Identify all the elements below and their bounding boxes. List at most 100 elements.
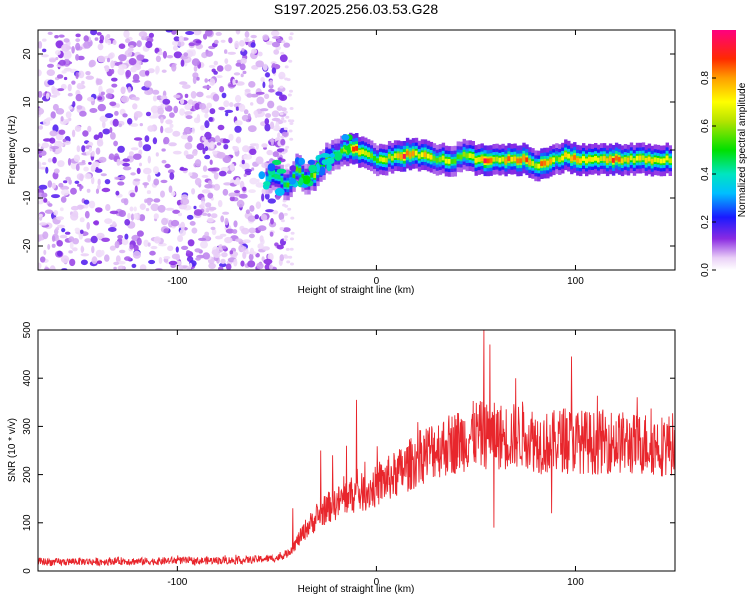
- spectrogram-noise-cell: [100, 173, 107, 177]
- spectrogram-noise-cell: [112, 39, 117, 46]
- spectrogram-noise-cell: [222, 188, 229, 196]
- spectrogram-noise-cell: [269, 264, 273, 270]
- spectrogram-ridge-cell: [665, 155, 669, 161]
- spectrogram-noise-cell: [101, 187, 111, 193]
- spectrogram-noise-cell: [38, 161, 42, 169]
- spectrogram-noise-cell: [153, 198, 161, 203]
- spectrogram-noise-cell: [47, 31, 53, 35]
- spectrogram-ridge-cell: [540, 161, 544, 166]
- spectrogram-noise-cell: [179, 81, 188, 85]
- spectrogram-noise-cell: [265, 113, 272, 118]
- spectrogram-noise-cell: [83, 166, 89, 172]
- snr-frame: [37, 329, 676, 572]
- spectrogram-noise-cell: [243, 154, 253, 160]
- spectrogram-noise-cell: [81, 80, 85, 85]
- spectrogram-noise-cell: [183, 150, 189, 157]
- spectrogram-noise-cell: [191, 127, 196, 134]
- spectrogram-x-tick-label: 0: [374, 276, 380, 287]
- spectrogram-noise-cell: [56, 216, 64, 221]
- spectrogram-noise-cell: [93, 220, 99, 225]
- spectrogram-noise-cell: [169, 172, 175, 180]
- spectrogram-noise-cell: [56, 74, 64, 79]
- spectrogram-noise-cell: [284, 235, 289, 239]
- spectrogram-noise-cell: [251, 48, 258, 54]
- spectrogram-ridge-cell: [564, 152, 568, 158]
- spectrogram-noise-cell: [105, 93, 113, 99]
- spectrogram-noise-cell: [125, 69, 132, 78]
- spectrogram-noise-cell: [283, 212, 288, 216]
- spectrogram-noise-cell: [147, 242, 151, 247]
- spectrogram-noise-cell: [177, 235, 184, 242]
- spectrogram-noise-cell: [93, 134, 100, 140]
- spectrogram-noise-cell: [138, 140, 143, 148]
- spectrogram-noise-cell: [85, 71, 91, 76]
- spectrogram-noise-cell: [158, 257, 163, 264]
- spectrogram-noise-cell: [281, 131, 288, 137]
- spectrogram-noise-cell: [90, 235, 98, 244]
- colorbar-tick-label: 0.8: [700, 71, 711, 85]
- spectrogram-noise-cell: [41, 54, 49, 58]
- spectrogram-noise-cell: [272, 151, 279, 158]
- spectrogram-noise-cell: [283, 127, 288, 131]
- spectrogram-noise-cell: [71, 80, 76, 85]
- spectrogram-noise-cell: [45, 92, 50, 100]
- spectrogram-noise-cell: [136, 40, 142, 48]
- spectrogram-noise-cell: [184, 142, 193, 150]
- spectrogram-noise-cell: [56, 240, 63, 247]
- spectrogram-noise-cell: [221, 252, 228, 258]
- spectrogram-noise-cell: [193, 65, 198, 72]
- spectrogram-x-tick-label: 100: [567, 276, 584, 287]
- spectrogram-noise-cell: [97, 55, 106, 63]
- spectrogram-noise-cell: [72, 210, 79, 218]
- snr-y-tick-label: 100: [22, 514, 33, 531]
- spectrogram-ridge-cell: [429, 154, 434, 160]
- spectrogram-noise-cell: [216, 142, 222, 146]
- spectrogram-noise-cell: [104, 218, 113, 225]
- spectrogram-noise-cell: [204, 146, 209, 152]
- spectrogram-noise-cell: [172, 209, 181, 214]
- spectrogram-noise-cell: [290, 216, 295, 220]
- spectrogram-noise-cell: [213, 70, 218, 75]
- spectrogram-noise-cell: [92, 161, 100, 168]
- spectrogram-noise-cell: [251, 167, 255, 171]
- colorbar-tick-label: 0.4: [700, 167, 711, 181]
- spectrogram-noise-cell: [88, 146, 93, 152]
- spectrogram-ridge-cell: [662, 158, 667, 164]
- spectrogram-noise-cell: [279, 85, 284, 89]
- spectrogram-noise-cell: [41, 192, 48, 198]
- spectrogram-noise-cell: [67, 92, 73, 97]
- spectrogram-noise-cell: [105, 113, 114, 119]
- spectrogram-noise-cell: [223, 182, 232, 186]
- spectrogram-noise-cell: [224, 236, 233, 244]
- colorbar-tick-label: 0.6: [700, 119, 711, 133]
- spectrogram-noise-cell: [183, 126, 193, 135]
- spectrogram-xlabel: Height of straight line (km): [298, 285, 415, 296]
- spectrogram-noise-cell: [111, 77, 118, 82]
- spectrogram-noise-cell: [139, 203, 146, 210]
- spectrogram-y-tick-label: 20: [22, 48, 33, 60]
- spectrogram-noise-cell: [146, 190, 151, 195]
- spectrogram-noise-cell: [61, 70, 67, 74]
- spectrogram-noise-cell: [44, 209, 54, 214]
- spectrogram-noise-cell: [285, 115, 290, 119]
- spectrogram-noise-cell: [222, 211, 230, 215]
- spectrogram-ridge-cell: [650, 158, 655, 164]
- spectrogram-noise-cell: [161, 69, 167, 73]
- spectrogram-noise-cell: [218, 266, 224, 270]
- spectrogram-noise-cell: [46, 69, 55, 76]
- spectrogram-noise-cell: [244, 168, 252, 173]
- spectrogram-noise-cell: [113, 266, 117, 270]
- spectrogram-noise-cell: [70, 205, 79, 211]
- spectrogram-noise-cell: [181, 245, 189, 250]
- spectrogram-noise-cell: [180, 134, 190, 140]
- spectrogram-ridge-cell: [510, 156, 514, 162]
- spectrogram-noise-cell: [65, 118, 70, 124]
- spectrogram-ridge-cell: [355, 146, 359, 151]
- spectrogram-ridge-cell: [441, 155, 446, 161]
- spectrogram-noise-cell: [173, 51, 183, 59]
- spectrogram-noise-cell: [224, 217, 229, 226]
- spectrogram-noise-cell: [229, 196, 235, 202]
- spectrogram-noise-cell: [117, 234, 123, 240]
- spectrogram-noise-cell: [68, 250, 73, 254]
- spectrogram-noise-cell: [130, 66, 137, 73]
